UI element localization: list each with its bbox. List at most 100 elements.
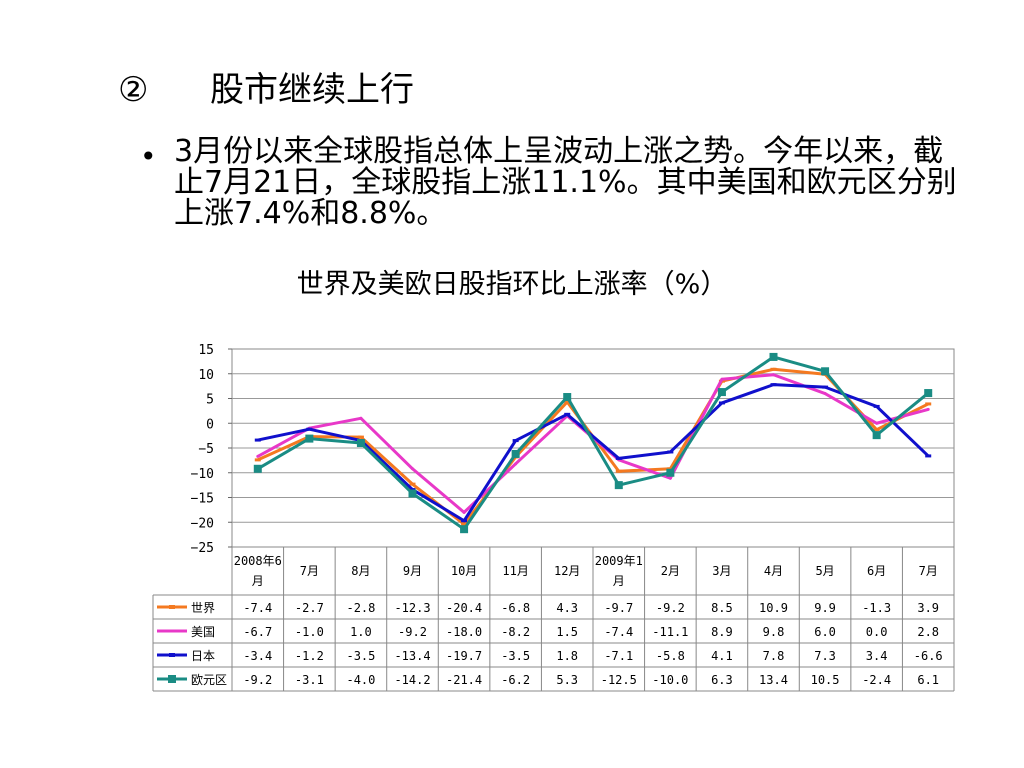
table-value: -6.6: [914, 649, 943, 663]
heading-number: ②: [118, 70, 149, 110]
x-tick-label: 8月: [351, 564, 370, 578]
data-point: [720, 377, 724, 381]
table-value: -1.2: [295, 649, 324, 663]
data-point: [256, 454, 260, 458]
y-tick-label: −5: [198, 442, 214, 457]
data-point: [357, 435, 364, 439]
data-point: [925, 402, 932, 406]
table-value: 1.8: [556, 649, 578, 663]
legend-label: 美国: [191, 625, 215, 639]
table-value: -3.5: [346, 649, 375, 663]
section-heading: ② 股市继续上行: [118, 62, 414, 111]
table-value: -10.0: [652, 673, 688, 687]
table-value: -5.8: [656, 649, 685, 663]
table-value: -9.2: [398, 625, 427, 639]
table-value: 8.5: [711, 601, 733, 615]
data-point: [772, 373, 775, 377]
data-point: [359, 416, 363, 420]
table-value: -3.5: [501, 649, 530, 663]
data-point: [461, 519, 468, 523]
table-value: -1.3: [862, 601, 891, 615]
data-point: [253, 464, 262, 473]
table-value: -2.7: [295, 601, 324, 615]
y-tick-label: 10: [198, 368, 214, 383]
legend-marker: [169, 653, 175, 657]
table-value: -1.0: [295, 625, 324, 639]
data-point: [875, 421, 879, 425]
data-point: [356, 439, 365, 448]
y-tick-label: 5: [206, 393, 214, 408]
table-value: 1.0: [350, 625, 372, 639]
data-point: [306, 427, 313, 431]
table-value: 3.9: [917, 601, 939, 615]
x-tick-label-line2: 月: [252, 574, 264, 588]
data-point: [512, 439, 519, 443]
table-value: -3.1: [295, 673, 324, 687]
data-point: [564, 400, 571, 404]
x-tick-label: 2月: [661, 564, 680, 578]
legend-marker: [168, 675, 176, 683]
y-tick-label: −10: [191, 467, 214, 482]
data-point: [460, 525, 469, 534]
table-value: -7.1: [604, 649, 633, 663]
table-value: -12.5: [601, 673, 637, 687]
table-value: -2.8: [346, 601, 375, 615]
table-value: 0.0: [866, 625, 888, 639]
table-value: -18.0: [446, 625, 482, 639]
table-value: -20.4: [446, 601, 482, 615]
table-value: 4.3: [556, 601, 578, 615]
data-point: [873, 404, 880, 408]
table-value: 10.9: [759, 601, 788, 615]
data-point: [564, 412, 571, 416]
data-point: [668, 476, 672, 480]
table-value: -13.4: [394, 649, 430, 663]
data-point: [411, 467, 414, 471]
y-tick-label: −25: [191, 541, 214, 556]
bullet-icon: •: [140, 140, 157, 173]
data-point: [926, 407, 930, 411]
data-point: [718, 401, 725, 405]
x-tick-label: 12月: [554, 564, 580, 578]
table-value: 1.5: [556, 625, 578, 639]
table-value: -9.7: [604, 601, 633, 615]
data-point: [615, 469, 622, 473]
table-value: 7.3: [814, 649, 836, 663]
table-value: 13.4: [759, 673, 788, 687]
data-point: [925, 454, 932, 458]
series-line-2: [257, 383, 930, 523]
table-value: -19.7: [446, 649, 482, 663]
table-value: 7.8: [763, 649, 785, 663]
table-value: -7.4: [243, 601, 272, 615]
x-tick-label: 4月: [764, 564, 783, 578]
legend-label: 世界: [191, 601, 215, 615]
table-value: 8.9: [711, 625, 733, 639]
table-value: 3.4: [866, 649, 888, 663]
table-value: 6.3: [711, 673, 733, 687]
data-point: [924, 389, 933, 398]
data-point: [873, 428, 880, 432]
data-point: [769, 352, 778, 361]
series-line-3: [257, 355, 930, 531]
bullet-text: 3月份以来全球股指总体上呈波动上涨之势。今年以来，截止7月21日，全球股指上涨1…: [174, 134, 957, 231]
x-tick-label: 10月: [451, 564, 477, 578]
table-value: -6.2: [501, 673, 530, 687]
x-tick-label: 11月: [502, 564, 528, 578]
data-point: [614, 481, 623, 490]
data-point: [254, 458, 261, 462]
data-point: [821, 367, 830, 376]
table-value: -8.2: [501, 625, 530, 639]
legend-marker: [169, 605, 175, 609]
y-tick-label: −15: [191, 492, 214, 507]
table-value: 9.8: [763, 625, 785, 639]
heading-text: 股市继续上行: [210, 70, 414, 110]
table-value: 5.3: [556, 673, 578, 687]
table-value: -14.2: [394, 673, 430, 687]
x-tick-label: 2009年1: [595, 554, 643, 568]
table-value: -21.4: [446, 673, 482, 687]
chart-title: 世界及美欧日股指环比上涨率（%）: [296, 269, 728, 300]
x-tick-label: 5月: [815, 564, 834, 578]
table-value: 2.8: [917, 625, 939, 639]
table-value: -7.4: [604, 625, 633, 639]
legend-label: 欧元区: [191, 673, 227, 687]
legend-label: 日本: [191, 649, 215, 663]
